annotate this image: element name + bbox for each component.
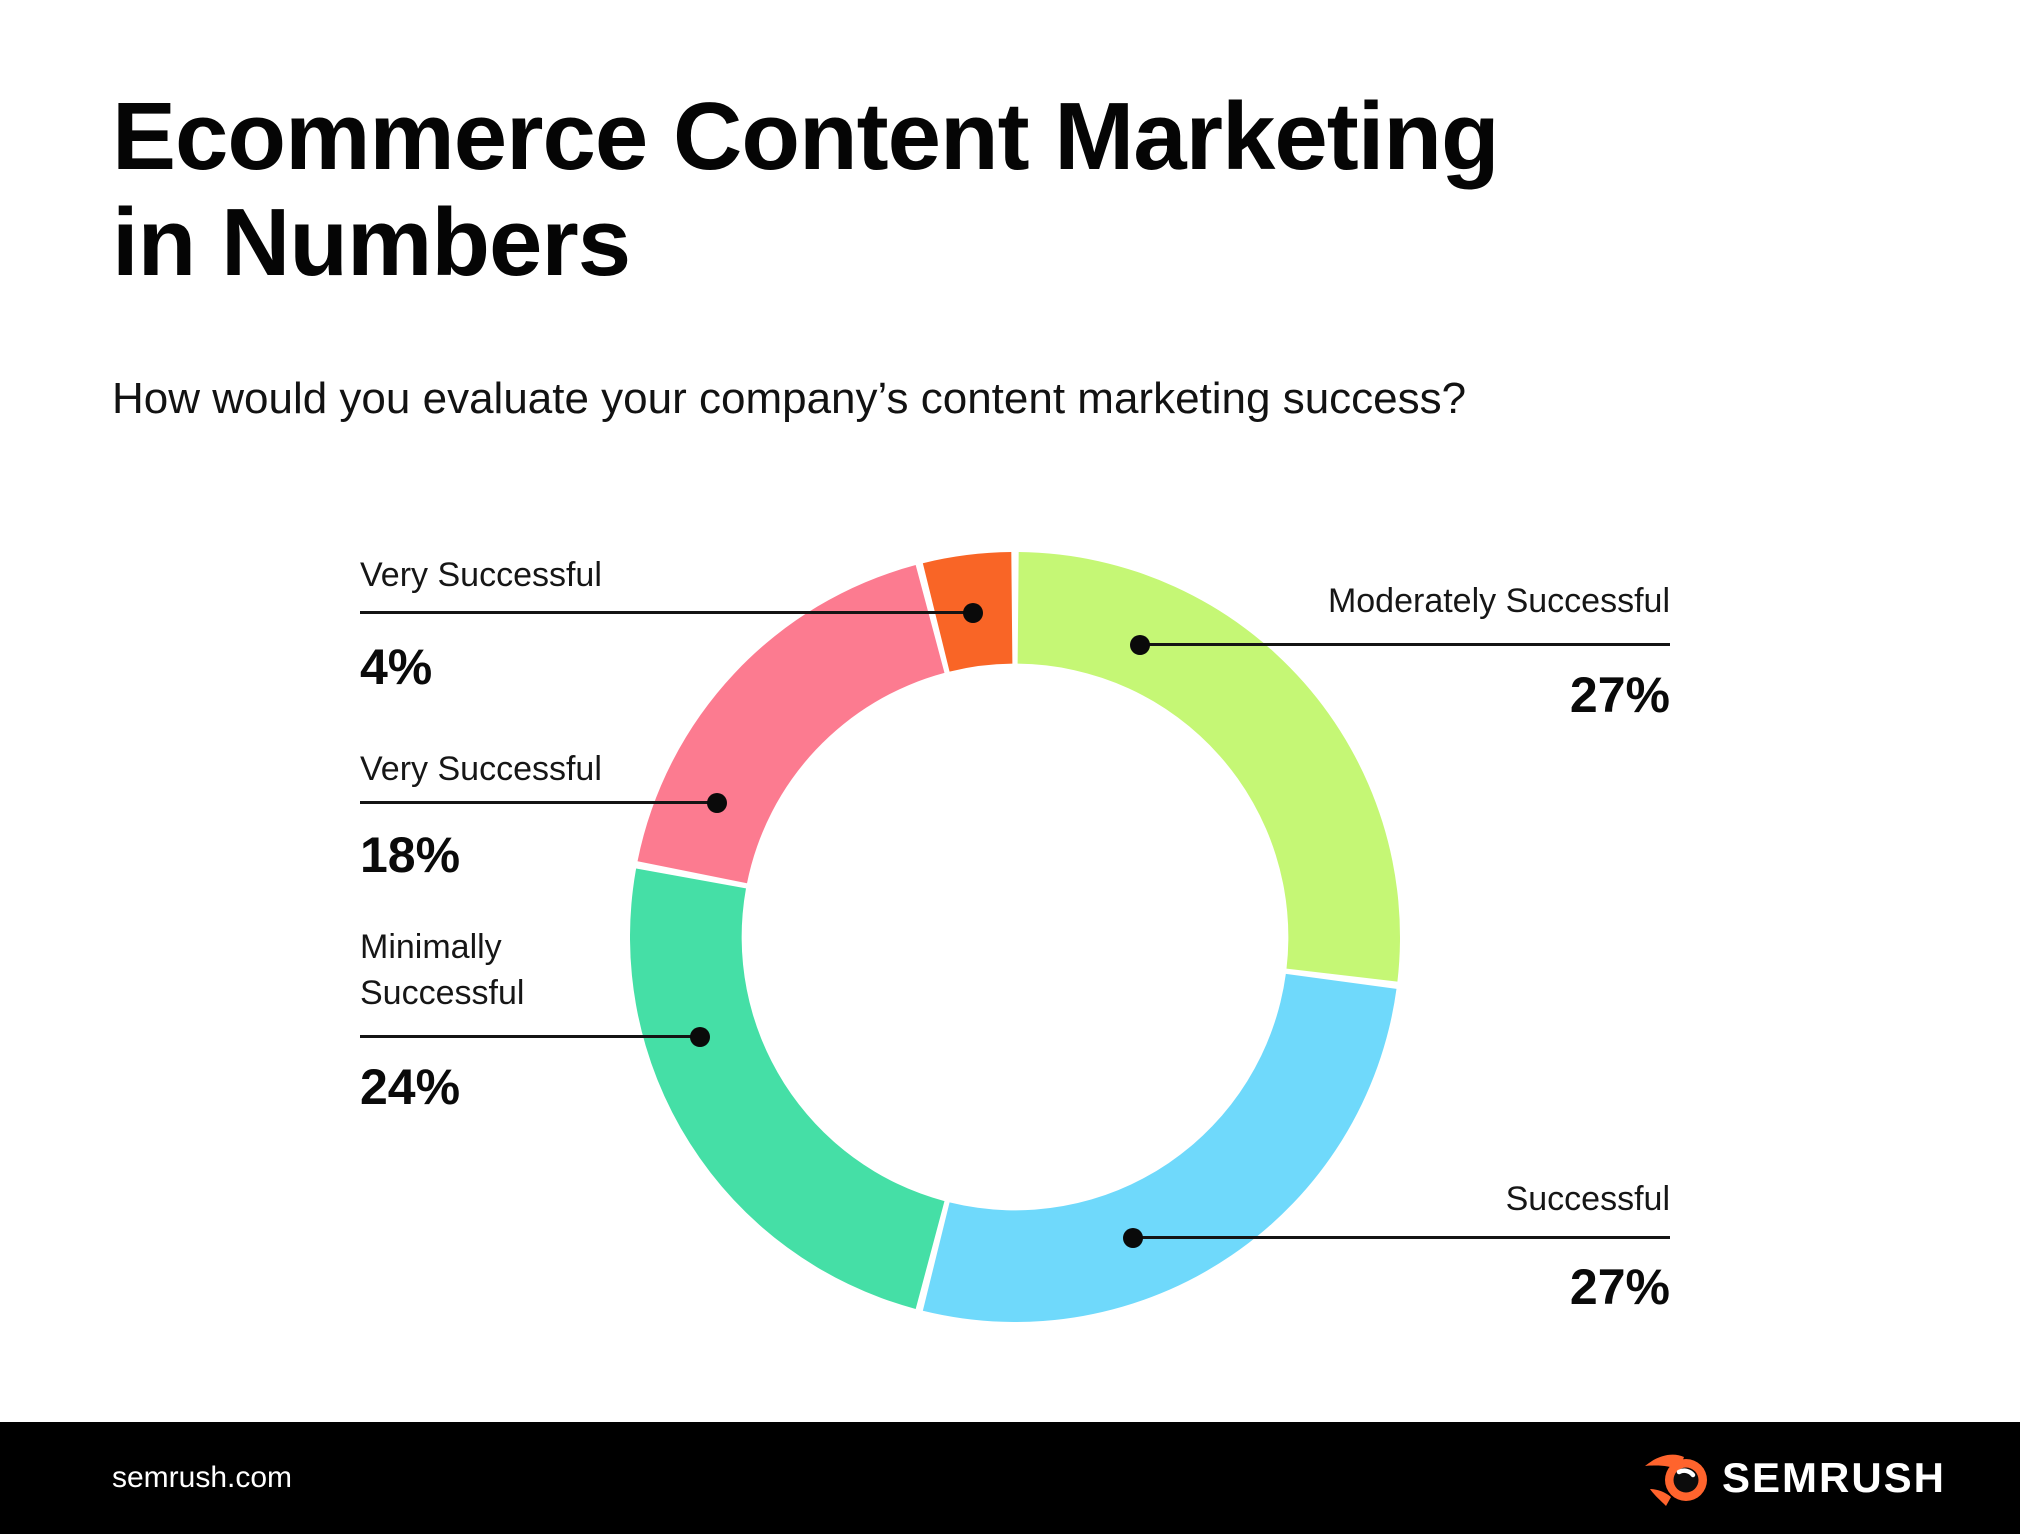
semrush-wordmark: SEMRUSH: [1721, 1454, 1946, 1501]
leader-line-very-successful-4: [360, 611, 973, 614]
leader-line-moderately-successful: [1139, 643, 1670, 646]
chart-question: How would you evaluate your company’s co…: [112, 374, 1467, 423]
leader-line-successful: [1132, 1236, 1670, 1239]
page-title-line-1: Ecommerce Content Marketing: [112, 83, 1500, 190]
callout-value-successful: 27%: [1569, 1259, 1670, 1315]
callout-label-successful: Successful: [1505, 1180, 1670, 1218]
page-title-line-2: in Numbers: [112, 189, 631, 296]
donut-svg: [629, 552, 1400, 1323]
leader-line-very-successful-18: [360, 801, 717, 804]
callout-value-very-successful-4: 4%: [360, 639, 433, 695]
callout-value-very-successful-18: 18%: [360, 827, 461, 883]
slice-moderately-successful-27: [1017, 552, 1400, 982]
leader-dot-successful: [1123, 1228, 1143, 1248]
leader-dot-very-successful-18: [707, 793, 727, 813]
page-title: Ecommerce Content Marketing in Numbers: [112, 83, 1500, 296]
leader-line-minimally-successful: [360, 1035, 700, 1038]
donut-chart: [629, 552, 1400, 1323]
callout-value-minimally-successful: 24%: [360, 1059, 461, 1115]
semrush-flame-icon: [1644, 1454, 1707, 1506]
leader-dot-minimally-successful: [690, 1027, 710, 1047]
leader-dot-moderately-successful: [1130, 635, 1150, 655]
footer-site-url: semrush.com: [112, 1461, 293, 1494]
leader-dot-very-successful-4: [963, 603, 983, 623]
callout-label-moderately-successful: Moderately Successful: [1327, 582, 1670, 620]
slice-successful-27: [922, 973, 1397, 1323]
footer-bar: semrush.com SEMRUSH: [0, 1422, 2020, 1534]
callout-label-very-successful-18: Very Successful: [360, 750, 602, 788]
slice-minimally-successful-24: [629, 868, 945, 1309]
semrush-logo: SEMRUSH: [1644, 1449, 1946, 1507]
callout-label-minimally-successful: Minimally Successful: [360, 928, 525, 1012]
callout-value-moderately-successful: 27%: [1569, 667, 1670, 723]
callout-label-very-successful-4: Very Successful: [360, 556, 602, 594]
